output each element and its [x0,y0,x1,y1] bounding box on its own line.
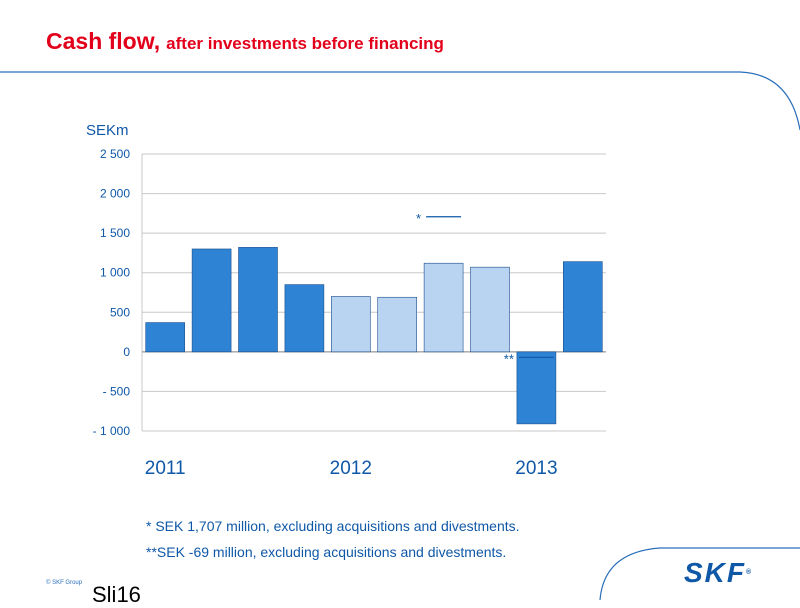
y-tick-label: 2 000 [100,187,130,201]
year-label: 2012 [330,458,372,479]
skf-logo: SKF® [684,557,780,588]
y-tick-labels: 2 500 2 000 1 500 1 000 500 0 - 500 - 1 000 [93,147,131,438]
y-tick-label: 1 000 [100,266,130,280]
logo-text: SKF [684,557,746,588]
copyright: © SKF Group [46,580,83,586]
logo-registered-mark: ® [746,569,752,576]
bar [191,248,232,353]
bar [470,266,510,353]
annotation-label: * [416,211,421,226]
annotation-label: ** [504,351,514,366]
title-subtitle: after investments before financing [166,34,444,53]
bar [284,284,325,353]
bar [238,247,278,353]
title-main: Cash flow, [46,28,161,54]
bar [145,322,185,353]
bar [563,261,603,353]
bar [423,262,464,353]
y-tick-label: - 1 000 [93,424,131,438]
footnote-1: * SEK 1,707 million, excluding acquisiti… [146,518,520,534]
bar [516,351,557,425]
y-tick-label: - 500 [103,384,131,398]
bars [145,247,603,425]
bar [331,296,371,353]
y-tick-label: 1 500 [100,226,130,240]
page-title: Cash flow, after investments before finan… [46,28,444,55]
y-tick-label: 0 [123,345,130,359]
y-tick-label: 500 [110,305,130,319]
footnote-2: **SEK -69 million, excluding acquisition… [146,544,507,560]
x-year-labels: 2011 2012 2013 [145,458,558,479]
y-axis-label: SEKm [86,122,129,139]
annotations: *** [416,211,554,366]
bar [377,296,417,353]
slide-number: Sli16 [92,582,141,607]
year-label: 2013 [515,458,557,479]
y-tick-label: 2 500 [100,147,130,161]
year-label: 2011 [145,458,186,479]
